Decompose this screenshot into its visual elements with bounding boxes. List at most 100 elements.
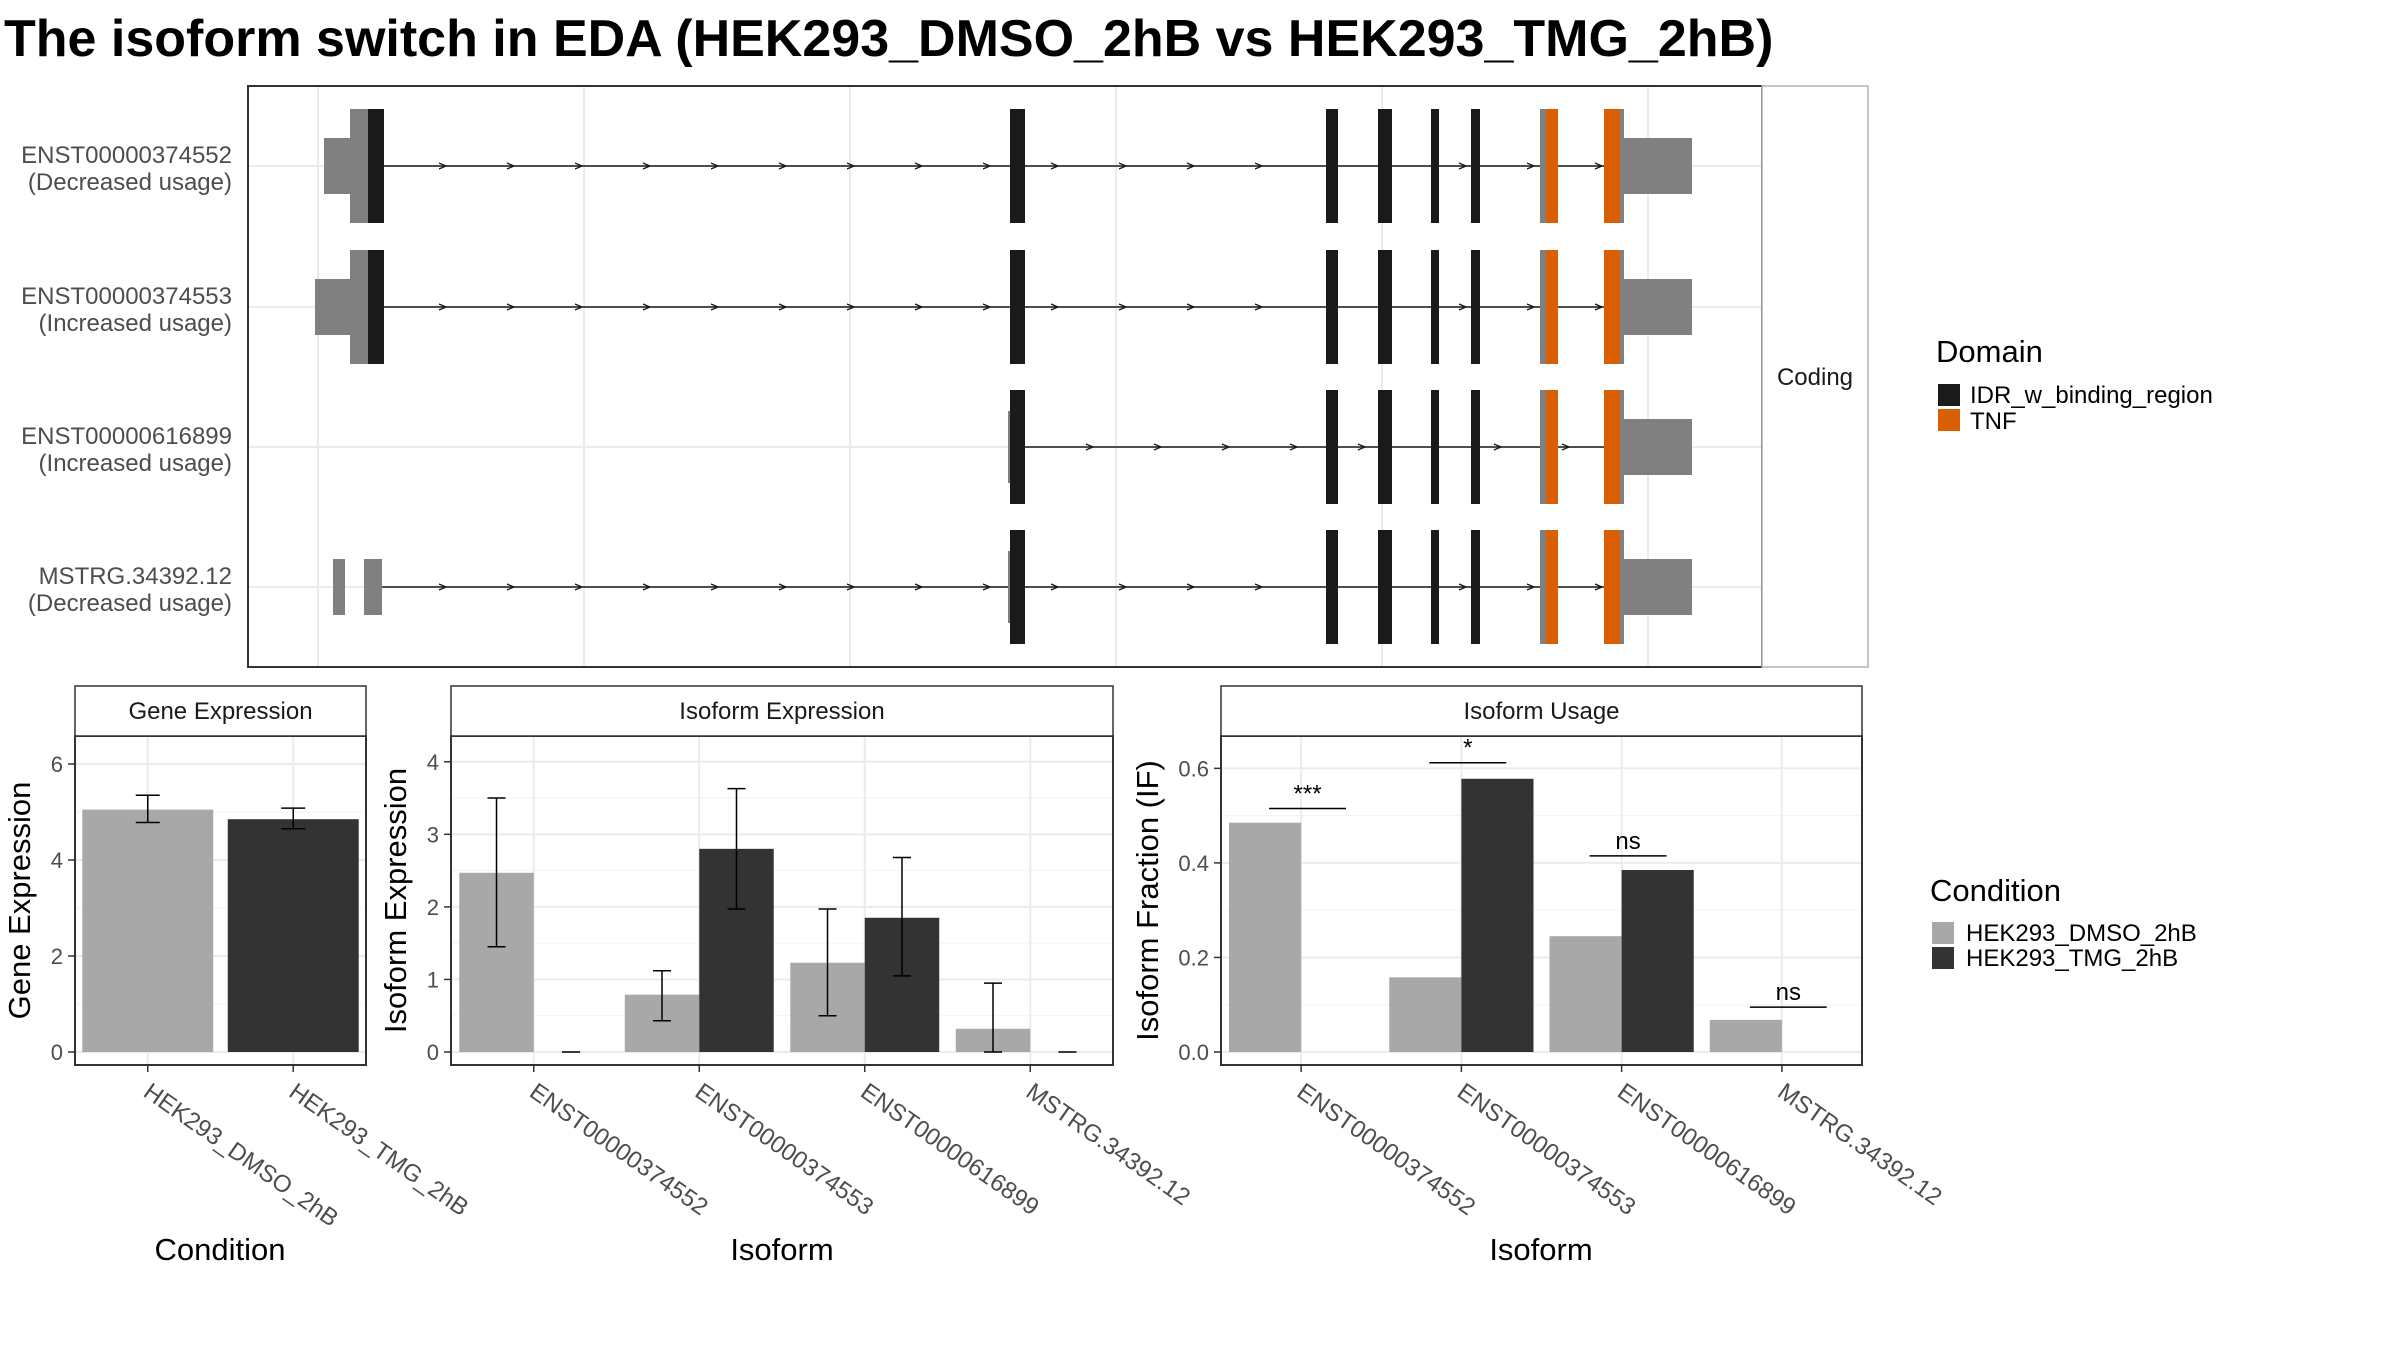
intron-direction-arrow bbox=[1118, 162, 1128, 170]
panel-strip-title: Gene Expression bbox=[128, 698, 312, 725]
exon-edge bbox=[1620, 250, 1624, 364]
idr-domain-exon bbox=[368, 250, 384, 364]
intron-direction-arrow bbox=[1526, 303, 1536, 311]
track-label-status: (Decreased usage) bbox=[28, 590, 232, 617]
legend-key-tnf bbox=[1938, 409, 1960, 431]
intron-direction-arrow bbox=[982, 583, 992, 591]
intron-direction-arrow bbox=[846, 162, 856, 170]
intron-direction-arrow bbox=[438, 583, 448, 591]
intron-direction-arrow bbox=[1118, 303, 1128, 311]
intron-direction-arrow bbox=[438, 303, 448, 311]
intron-direction-arrow bbox=[1085, 443, 1095, 451]
idr-domain-exon bbox=[1378, 109, 1392, 223]
structure-strip bbox=[1761, 85, 1869, 668]
exon-edge bbox=[1620, 109, 1624, 223]
utr-block bbox=[1624, 279, 1692, 335]
idr-domain-exon bbox=[1326, 109, 1338, 223]
idr-domain-exon bbox=[1326, 250, 1338, 364]
legend-label-tmg: HEK293_TMG_2hB bbox=[1966, 945, 2178, 972]
intron-direction-arrow bbox=[914, 162, 924, 170]
tnf-domain-exon bbox=[1604, 390, 1620, 504]
intron-direction-arrow bbox=[1186, 303, 1196, 311]
y-tick-label: 4 bbox=[51, 848, 63, 873]
y-tick-label: 2 bbox=[427, 895, 439, 920]
x-axis-title: Isoform bbox=[1489, 1232, 1592, 1267]
intron-direction-arrow bbox=[1254, 162, 1264, 170]
intron-direction-arrow bbox=[778, 303, 788, 311]
bar-HEK293_TMG_2hB-ENST00000616899 bbox=[1621, 870, 1694, 1052]
idr-domain-exon bbox=[1378, 530, 1392, 644]
tnf-domain-exon bbox=[1546, 390, 1558, 504]
idr-domain-exon bbox=[1471, 250, 1480, 364]
x-axis-title: Isoform bbox=[730, 1232, 833, 1267]
y-axis-title: Isoform Expression bbox=[378, 768, 413, 1033]
x-tick-label: MSTRG.34392.12 bbox=[1021, 1078, 1195, 1211]
intron-direction-arrow bbox=[1050, 583, 1060, 591]
utr-block bbox=[364, 559, 382, 615]
intron-direction-arrow bbox=[506, 583, 516, 591]
condition-legend-title: Condition bbox=[1930, 873, 2061, 908]
intron-direction-arrow bbox=[982, 303, 992, 311]
exon-edge bbox=[1540, 390, 1546, 504]
exon-edge bbox=[1540, 530, 1546, 644]
intron-direction-arrow bbox=[506, 162, 516, 170]
idr-domain-exon bbox=[1431, 250, 1439, 364]
structure-panel-background bbox=[248, 86, 1762, 667]
track-label-status: (Increased usage) bbox=[39, 450, 232, 477]
intron-direction-arrow bbox=[1493, 443, 1503, 451]
exon-edge bbox=[1540, 250, 1546, 364]
utr-block bbox=[350, 109, 368, 223]
intron-direction-arrow bbox=[914, 303, 924, 311]
track-label-id: ENST00000374553 bbox=[21, 283, 232, 310]
x-tick-label: ENST00000374552 bbox=[525, 1078, 713, 1221]
utr-block bbox=[315, 279, 350, 335]
y-tick-label: 3 bbox=[427, 822, 439, 847]
idr-domain-exon bbox=[368, 109, 384, 223]
bar-HEK293_DMSO_2hB-MSTRG.34392.12 bbox=[1709, 1019, 1782, 1052]
idr-domain-exon bbox=[1378, 250, 1392, 364]
panel-strip bbox=[74, 685, 367, 737]
intron-direction-arrow bbox=[1594, 162, 1604, 170]
y-tick-label: 0.2 bbox=[1178, 945, 1209, 970]
legend-key-idr bbox=[1938, 384, 1960, 406]
panel-background bbox=[1221, 736, 1862, 1065]
intron-direction-arrow bbox=[846, 583, 856, 591]
intron-direction-arrow bbox=[710, 583, 720, 591]
intron-direction-arrow bbox=[778, 583, 788, 591]
idr-domain-exon bbox=[1378, 390, 1392, 504]
transcript-track-1 bbox=[324, 109, 1692, 223]
intron-direction-arrow bbox=[1458, 303, 1468, 311]
utr-block bbox=[324, 138, 350, 194]
y-tick-label: 0.6 bbox=[1178, 756, 1209, 781]
tnf-domain-exon bbox=[1546, 109, 1558, 223]
y-tick-label: 0 bbox=[427, 1040, 439, 1065]
y-tick-label: 6 bbox=[51, 752, 63, 777]
track-labels: ENST00000374552(Decreased usage)ENST0000… bbox=[21, 142, 232, 617]
legend-key-dmso bbox=[1932, 922, 1954, 944]
transcript-structure-panel: Coding ENST00000374552(Decreased usage)E… bbox=[21, 85, 1869, 668]
legend-key-tmg bbox=[1932, 947, 1954, 969]
idr-domain-exon bbox=[1010, 250, 1025, 364]
track-label-status: (Increased usage) bbox=[39, 310, 232, 337]
legend-label-idr: IDR_w_binding_region bbox=[1970, 382, 2213, 409]
condition-legend: Condition HEK293_DMSO_2hB HEK293_TMG_2hB bbox=[1930, 873, 2197, 972]
idr-domain-exon bbox=[1431, 530, 1439, 644]
track-label-status: (Decreased usage) bbox=[28, 169, 232, 196]
bar-HEK293_DMSO_2hB-ENST00000374552 bbox=[1229, 822, 1302, 1052]
significance-label: ns bbox=[1615, 828, 1640, 855]
intron-direction-arrow bbox=[1357, 443, 1367, 451]
intron-direction-arrow bbox=[914, 583, 924, 591]
idr-domain-exon bbox=[1431, 109, 1439, 223]
intron-direction-arrow bbox=[438, 162, 448, 170]
y-tick-label: 0 bbox=[51, 1040, 63, 1065]
transcript-track-4 bbox=[333, 530, 1692, 644]
figure-title: The isoform switch in EDA (HEK293_DMSO_2… bbox=[4, 10, 1773, 68]
transcript-track-2 bbox=[315, 250, 1692, 364]
intron-direction-arrow bbox=[642, 583, 652, 591]
idr-domain-exon bbox=[1471, 530, 1480, 644]
panel-strip bbox=[450, 685, 1114, 737]
intron-direction-arrow bbox=[1458, 162, 1468, 170]
y-tick-label: 2 bbox=[51, 944, 63, 969]
